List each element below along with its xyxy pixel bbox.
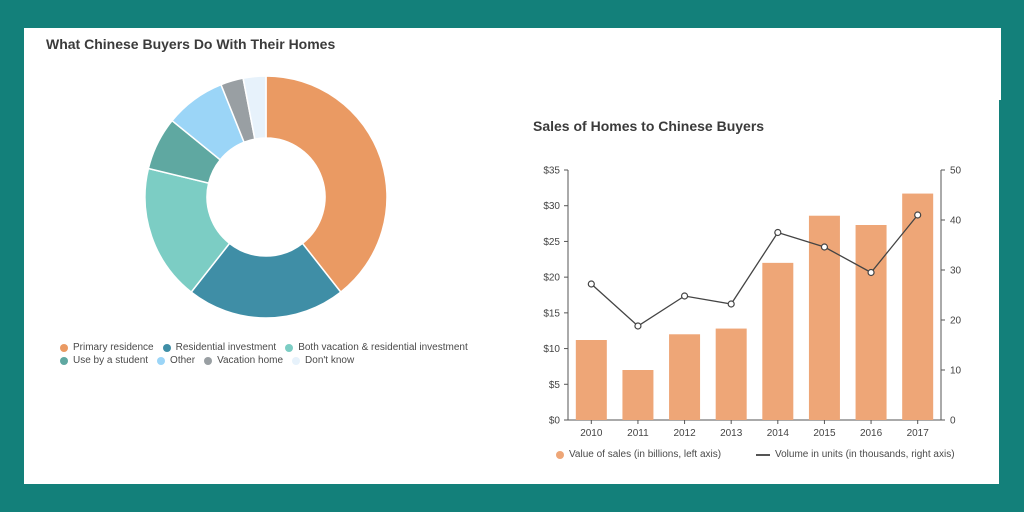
bar-2012 <box>669 334 701 420</box>
legend-item-both-vacation: Both vacation & residential investment <box>285 342 468 353</box>
volume-point-2016 <box>867 268 875 277</box>
left-tick-label: $5 <box>549 380 561 391</box>
right-tick-label: 50 <box>950 166 962 177</box>
donut-slice-0 <box>265 75 388 294</box>
x-tick-label: 2015 <box>813 428 836 439</box>
legend-item-dont-know: Don't know <box>292 355 354 366</box>
donut-legend-row-1: Primary residence Residential investment… <box>60 342 477 353</box>
legend-label: Both vacation & residential investment <box>298 342 468 353</box>
bar-2016 <box>855 225 887 420</box>
bar-2011 <box>622 370 654 420</box>
legend-swatch <box>285 343 294 352</box>
right-tick-label: 20 <box>950 316 962 327</box>
bar-legend-item-volume: Volume in units (in thousands, right axi… <box>756 449 955 460</box>
legend-swatch <box>556 450 564 459</box>
legend-item-vacation-home: Vacation home <box>204 355 283 366</box>
left-tick-label: $35 <box>543 166 560 177</box>
left-tick-label: $0 <box>549 416 561 427</box>
volume-point-2013 <box>727 300 735 308</box>
legend-label: Volume in units (in thousands, right axi… <box>775 449 955 460</box>
left-tick-label: $15 <box>543 308 560 319</box>
legend-item-primary-residence: Primary residence <box>60 342 154 353</box>
donut-slice-6 <box>242 75 267 140</box>
volume-point-2014 <box>774 228 782 237</box>
legend-label: Residential investment <box>175 342 277 353</box>
x-tick-label: 2010 <box>580 428 603 439</box>
legend-swatch <box>756 453 770 456</box>
legend-label: Use by a student <box>73 355 149 366</box>
x-tick-label: 2012 <box>673 428 696 439</box>
volume-point-2012 <box>680 292 689 300</box>
volume-line <box>590 214 919 327</box>
legend-swatch <box>157 356 166 365</box>
volume-point-2017 <box>914 211 922 219</box>
volume-point-2015 <box>820 243 829 251</box>
right-tick-label: 40 <box>950 216 962 227</box>
legend-swatch <box>162 343 171 352</box>
legend-item-use-by-student: Use by a student <box>60 355 148 366</box>
right-tick-label: 0 <box>950 416 956 427</box>
legend-label: Don't know <box>305 355 355 366</box>
legend-item-residential-investment: Residential investment <box>162 342 277 353</box>
volume-point-2010 <box>587 280 595 288</box>
x-tick-label: 2011 <box>627 428 649 439</box>
legend-item-other: Other <box>157 355 195 366</box>
donut-slice-2 <box>144 167 231 294</box>
bar-2017 <box>902 193 934 420</box>
left-tick-label: $10 <box>543 344 560 355</box>
x-tick-label: 2017 <box>907 428 930 439</box>
legend-swatch <box>292 356 301 365</box>
bar-2010 <box>575 340 607 420</box>
left-tick-label: $20 <box>543 273 560 284</box>
x-tick-label: 2014 <box>767 428 790 439</box>
legend-label: Vacation home <box>217 355 284 366</box>
legend-swatch <box>60 343 68 352</box>
panel-notch <box>997 28 1001 100</box>
bar-chart-title: Sales of Homes to Chinese Buyers <box>533 118 765 134</box>
left-tick-label: $30 <box>543 201 560 212</box>
x-tick-label: 2016 <box>860 428 883 439</box>
bar-legend-item-value: Value of sales (in billions, left axis) <box>556 449 721 460</box>
donut-chart-title: What Chinese Buyers Do With Their Homes <box>46 36 336 52</box>
right-tick-label: 30 <box>950 266 962 277</box>
legend-label: Other <box>170 355 196 366</box>
legend-swatch <box>204 356 213 365</box>
bar-2013 <box>715 328 747 420</box>
donut-slice-1 <box>190 242 342 319</box>
legend-label: Value of sales (in billions, left axis) <box>569 449 722 460</box>
volume-point-2011 <box>634 322 642 330</box>
donut-legend-row-2: Use by a student Other Vacation home Don… <box>60 355 363 366</box>
left-tick-label: $25 <box>543 237 560 248</box>
legend-swatch <box>60 356 68 365</box>
legend-label: Primary residence <box>73 342 154 353</box>
x-tick-label: 2013 <box>720 428 743 439</box>
right-tick-label: 10 <box>950 366 962 377</box>
bar-2014 <box>762 262 794 420</box>
